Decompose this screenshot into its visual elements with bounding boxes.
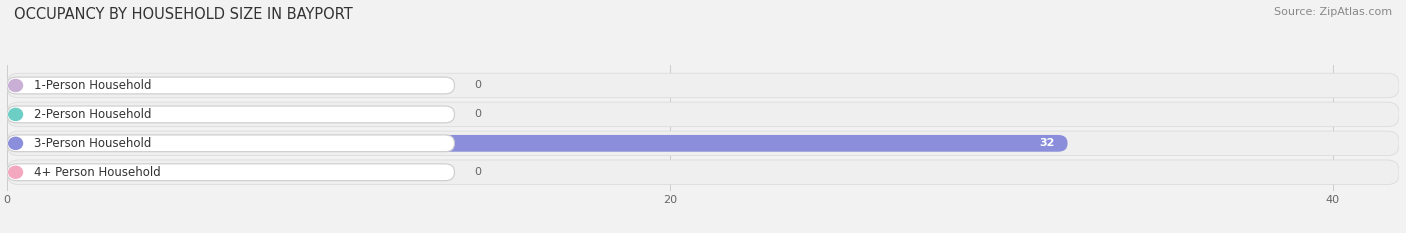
Text: Source: ZipAtlas.com: Source: ZipAtlas.com bbox=[1274, 7, 1392, 17]
Text: OCCUPANCY BY HOUSEHOLD SIZE IN BAYPORT: OCCUPANCY BY HOUSEHOLD SIZE IN BAYPORT bbox=[14, 7, 353, 22]
Text: 0: 0 bbox=[474, 110, 481, 119]
Circle shape bbox=[8, 137, 22, 149]
Circle shape bbox=[8, 108, 22, 120]
Text: 4+ Person Household: 4+ Person Household bbox=[34, 166, 160, 179]
Text: 0: 0 bbox=[474, 167, 481, 177]
FancyBboxPatch shape bbox=[7, 164, 454, 181]
FancyBboxPatch shape bbox=[7, 73, 1399, 98]
FancyBboxPatch shape bbox=[7, 77, 454, 94]
Text: 0: 0 bbox=[474, 80, 481, 90]
FancyBboxPatch shape bbox=[7, 160, 1399, 185]
FancyBboxPatch shape bbox=[7, 106, 454, 123]
Text: 2-Person Household: 2-Person Household bbox=[34, 108, 152, 121]
FancyBboxPatch shape bbox=[7, 102, 1399, 127]
Text: 32: 32 bbox=[1039, 138, 1054, 148]
FancyBboxPatch shape bbox=[7, 135, 1067, 152]
Circle shape bbox=[8, 79, 22, 92]
FancyBboxPatch shape bbox=[7, 131, 1399, 156]
Text: 1-Person Household: 1-Person Household bbox=[34, 79, 152, 92]
Circle shape bbox=[8, 166, 22, 178]
Text: 3-Person Household: 3-Person Household bbox=[34, 137, 152, 150]
FancyBboxPatch shape bbox=[7, 135, 454, 152]
